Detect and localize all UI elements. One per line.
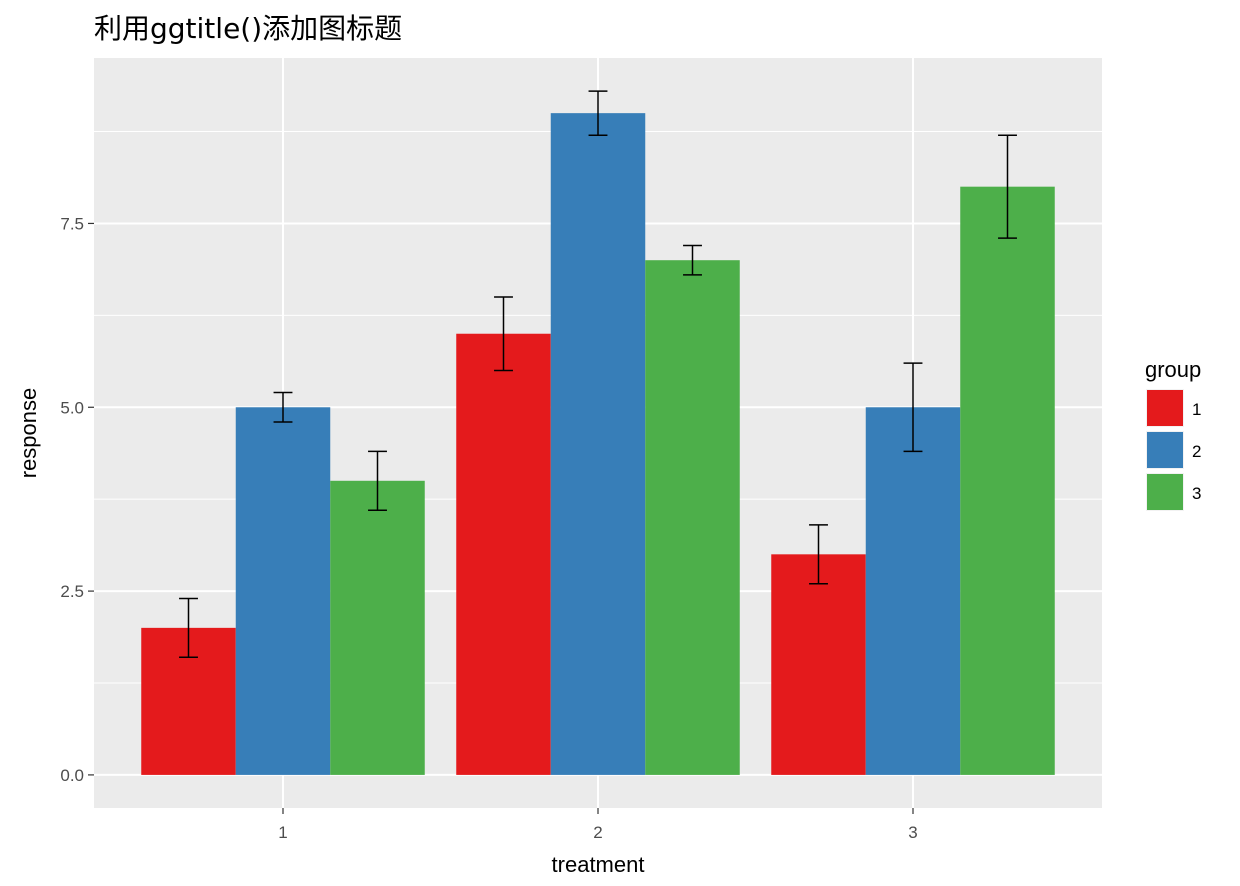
x-axis-title: treatment [552, 852, 645, 877]
bars [141, 113, 1055, 775]
y-tick-label: 2.5 [60, 582, 84, 601]
legend: group 1 2 3 [1145, 357, 1201, 511]
legend-title: group [1145, 357, 1201, 382]
x-tick-label: 3 [908, 823, 917, 842]
chart-title: 利用ggtitle()添加图标题 [94, 12, 402, 45]
y-tick-label: 7.5 [60, 214, 84, 233]
bar-2-3 [865, 407, 961, 775]
bar-1-3 [771, 554, 866, 775]
error-bars [179, 90, 1017, 659]
x-tick-label: 2 [593, 823, 602, 842]
bar-3-2 [645, 260, 740, 775]
bar-3-1 [330, 480, 425, 775]
legend-swatch-3 [1147, 474, 1183, 510]
x-tick-label: 1 [278, 823, 287, 842]
axes: 0.0 2.5 5.0 7.5 1 2 3 [60, 214, 917, 842]
legend-label-3: 3 [1192, 484, 1201, 503]
bar-3-3 [960, 186, 1055, 775]
legend-label-2: 2 [1192, 442, 1201, 461]
legend-swatch-1 [1147, 390, 1183, 426]
legend-swatch-2 [1147, 432, 1183, 468]
bar-2-1 [235, 407, 331, 775]
legend-label-1: 1 [1192, 400, 1201, 419]
bar-2-2 [550, 113, 646, 775]
bar-1-2 [456, 333, 551, 775]
y-axis-title: response [16, 388, 41, 479]
y-tick-label: 0.0 [60, 766, 84, 785]
y-tick-label: 5.0 [60, 398, 84, 417]
